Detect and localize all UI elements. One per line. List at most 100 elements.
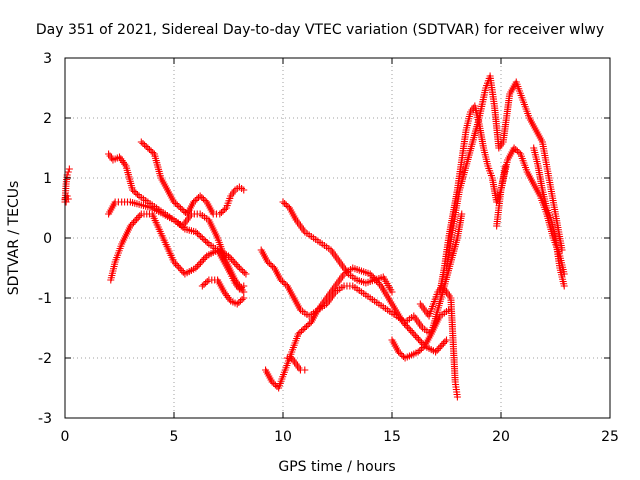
- data-point: [180, 207, 188, 215]
- data-point: [131, 217, 139, 225]
- data-point: [267, 261, 275, 269]
- data-point: [400, 320, 408, 328]
- data-point: [279, 198, 287, 206]
- data-point: [416, 347, 424, 354]
- data-point: [237, 266, 245, 273]
- data-point: [294, 330, 302, 338]
- data-point: [439, 339, 447, 347]
- data-point: [410, 330, 418, 338]
- x-tick-label: 25: [601, 429, 619, 445]
- data-point: [407, 327, 415, 335]
- data-point: [142, 143, 150, 150]
- x-tick-label: 20: [492, 429, 510, 445]
- data-point: [265, 260, 273, 267]
- data-point: [203, 278, 211, 285]
- data-point: [203, 239, 211, 246]
- data-point: [170, 258, 178, 266]
- data-point: [371, 275, 379, 283]
- data-point: [399, 318, 407, 326]
- data-point: [368, 272, 376, 280]
- data-point: [413, 333, 421, 341]
- axis-ticks: 0 5 10 15 20 25 -3 -2 -1 0 1 2 3: [38, 51, 619, 445]
- data-point: [408, 328, 416, 336]
- data-point: [268, 378, 276, 386]
- data-point: [277, 276, 285, 284]
- data-point: [414, 348, 422, 356]
- data-point: [196, 192, 204, 200]
- data-point: [149, 149, 157, 156]
- data-point: [374, 279, 382, 287]
- data-point: [195, 261, 203, 269]
- data-point: [453, 393, 461, 401]
- data-point: [200, 281, 208, 288]
- data-point: [234, 262, 242, 270]
- data-point: [200, 255, 208, 263]
- data-point: [436, 343, 444, 351]
- data-point: [240, 294, 248, 302]
- data-point: [198, 194, 206, 201]
- data-point: [129, 186, 137, 194]
- data-point: [395, 348, 403, 356]
- data-point: [281, 200, 289, 207]
- y-axis-label: SDTVAR / TECUs: [6, 181, 22, 296]
- data-point: [178, 267, 186, 275]
- data-point: [198, 282, 206, 290]
- data-point: [177, 204, 185, 212]
- data-point: [173, 261, 181, 269]
- data-point: [202, 237, 210, 245]
- series-track-g: [198, 276, 248, 308]
- data-point: [510, 144, 518, 152]
- data-point: [175, 203, 183, 210]
- data-point: [198, 257, 206, 265]
- data-point: [193, 262, 201, 270]
- data-point: [302, 323, 310, 330]
- data-point: [221, 206, 229, 213]
- data-point: [402, 321, 410, 329]
- series-track-l: [388, 210, 466, 362]
- data-point: [193, 195, 201, 203]
- data-point: [304, 321, 312, 329]
- data-point: [170, 198, 178, 206]
- data-point: [191, 197, 199, 204]
- data-point: [192, 264, 200, 272]
- data-point: [235, 264, 243, 272]
- data-point: [128, 220, 136, 228]
- data-point: [240, 288, 248, 296]
- data-point: [366, 270, 374, 278]
- data-point: [172, 260, 180, 268]
- data-point: [416, 337, 424, 345]
- data-point: [298, 327, 306, 335]
- data-point: [199, 195, 207, 203]
- data-point: [515, 149, 523, 156]
- series-track-f: [137, 138, 248, 218]
- y-tick-label: 2: [43, 111, 52, 127]
- data-point: [242, 270, 250, 278]
- data-point: [229, 257, 237, 265]
- data-point: [560, 282, 568, 290]
- data-point: [197, 233, 205, 240]
- series-track-b: [61, 192, 72, 206]
- data-point: [64, 168, 72, 176]
- y-tick-label: 0: [43, 231, 52, 247]
- data-point: [145, 146, 153, 153]
- series-track-q: [530, 144, 568, 290]
- x-tick-label: 15: [383, 429, 401, 445]
- data-point: [396, 350, 404, 357]
- data-point: [271, 381, 279, 389]
- y-tick-label: 3: [43, 51, 52, 67]
- data-point: [438, 341, 446, 349]
- data-point: [216, 210, 224, 218]
- data-point: [132, 189, 140, 197]
- data-point: [130, 219, 138, 227]
- data-point: [228, 255, 236, 263]
- data-point: [411, 332, 419, 340]
- data-point: [240, 269, 248, 276]
- data-point: [239, 267, 247, 275]
- y-tick-label: 1: [43, 171, 52, 187]
- data-point: [388, 288, 396, 296]
- data-point: [236, 297, 244, 305]
- data-point: [512, 146, 520, 153]
- series-track-h: [257, 246, 453, 338]
- data-point: [280, 279, 288, 287]
- data-point: [176, 265, 184, 273]
